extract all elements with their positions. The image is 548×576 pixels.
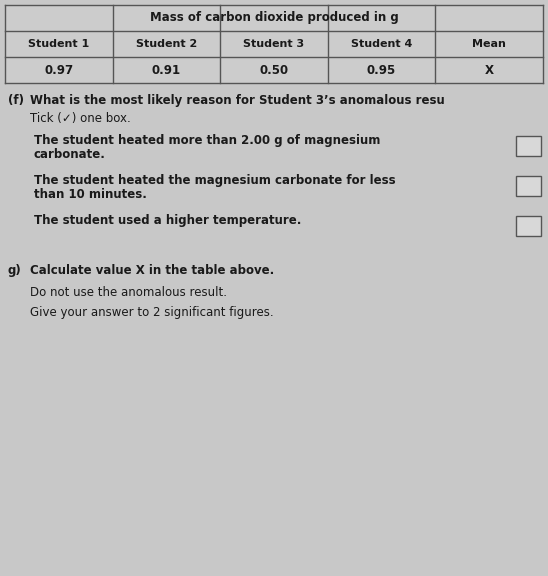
Bar: [516, 216, 541, 236]
Text: The student used a higher temperature.: The student used a higher temperature.: [34, 214, 301, 227]
Text: Mean: Mean: [472, 39, 506, 49]
Text: Student 4: Student 4: [351, 39, 412, 49]
Text: 0.91: 0.91: [152, 63, 181, 77]
Bar: [5, 5, 543, 83]
Text: What is the most likely reason for Student 3’s anomalous resu: What is the most likely reason for Stude…: [30, 94, 445, 107]
Text: Calculate value X in the table above.: Calculate value X in the table above.: [30, 264, 274, 277]
Text: Student 3: Student 3: [243, 39, 305, 49]
Text: The student heated the magnesium carbonate for less: The student heated the magnesium carbona…: [34, 174, 396, 187]
Text: 0.50: 0.50: [259, 63, 289, 77]
Bar: [516, 176, 541, 196]
Text: Student 2: Student 2: [136, 39, 197, 49]
Text: Do not use the anomalous result.: Do not use the anomalous result.: [30, 286, 227, 299]
Text: carbonate.: carbonate.: [34, 148, 106, 161]
Text: X: X: [484, 63, 494, 77]
Text: The student heated more than 2.00 g of magnesium: The student heated more than 2.00 g of m…: [34, 134, 380, 147]
Text: than 10 minutes.: than 10 minutes.: [34, 188, 147, 201]
Text: Give your answer to 2 significant figures.: Give your answer to 2 significant figure…: [30, 306, 273, 319]
Text: 0.97: 0.97: [44, 63, 73, 77]
Text: (f): (f): [8, 94, 24, 107]
Text: g): g): [8, 264, 22, 277]
Text: Tick (✓) one box.: Tick (✓) one box.: [30, 112, 131, 125]
Text: Mass of carbon dioxide produced in g: Mass of carbon dioxide produced in g: [150, 12, 398, 25]
Bar: [516, 136, 541, 156]
Text: Student 1: Student 1: [28, 39, 89, 49]
Text: 0.95: 0.95: [367, 63, 396, 77]
